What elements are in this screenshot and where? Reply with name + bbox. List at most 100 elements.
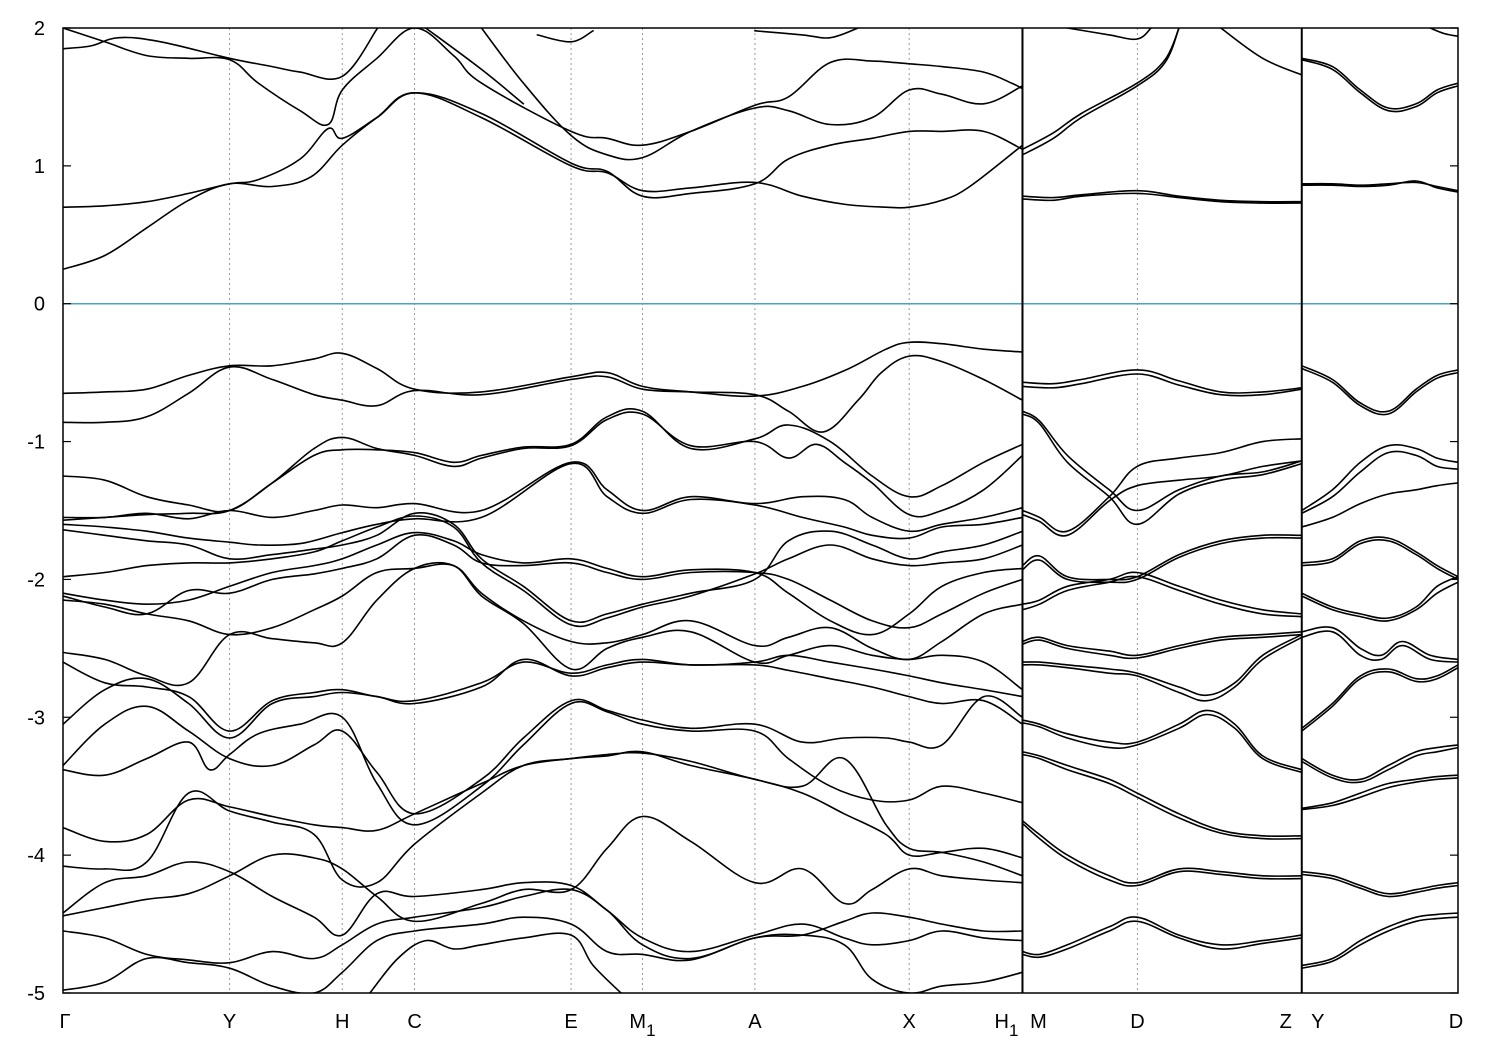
band-line	[63, 888, 1024, 964]
y-axis-ticks: -5 -4 -3 -2 -1 0 1 2	[27, 18, 1458, 1005]
band-line	[1301, 450, 1458, 515]
band-line	[63, 411, 1024, 521]
kpoint-label: A	[748, 1011, 762, 1033]
band-line	[63, 695, 1024, 815]
y-tick-label: -4	[27, 845, 45, 867]
y-tick-label: -5	[27, 983, 45, 1005]
band-line	[1021, 709, 1303, 771]
kpoint-label: D	[1449, 1011, 1463, 1033]
band-line	[1220, 28, 1303, 76]
band-line	[1066, 28, 1152, 41]
y-tick-label: -3	[27, 707, 45, 729]
kpoint-label: H	[335, 1011, 349, 1033]
band-line	[1301, 626, 1458, 661]
band-line	[480, 28, 1024, 161]
y-tick-label: -1	[27, 432, 45, 454]
band-line	[63, 92, 1024, 271]
band-line	[63, 563, 1024, 661]
band-line	[1301, 482, 1458, 528]
band-line	[1021, 460, 1303, 537]
band-line	[1021, 369, 1303, 394]
band-line	[1021, 534, 1303, 581]
band-line	[1301, 916, 1458, 969]
band-line	[1301, 744, 1458, 781]
band-line	[1021, 413, 1303, 526]
band-line	[1301, 664, 1458, 730]
band-line	[1301, 777, 1458, 811]
band-line	[1301, 57, 1458, 110]
band-line	[1301, 666, 1458, 732]
band-line	[63, 461, 1024, 533]
band-line	[1021, 192, 1303, 204]
band-line	[1021, 713, 1303, 774]
kpoint-label: M	[1030, 1011, 1047, 1033]
band-line	[1301, 774, 1458, 810]
k-point-lines	[229, 28, 1138, 993]
band-line	[536, 30, 594, 43]
plot-frame	[62, 27, 1459, 994]
kpoint-label: C	[407, 1011, 421, 1033]
band-line	[1021, 920, 1303, 959]
band-line	[1301, 581, 1458, 622]
y-tick-label: 2	[34, 18, 45, 40]
kpoint-label: E	[564, 1011, 577, 1033]
band-line	[63, 462, 1024, 547]
kpoint-label: Y	[1311, 1011, 1324, 1033]
band-line	[1429, 28, 1458, 38]
kpoint-label: Z	[1280, 1011, 1292, 1033]
band-line	[1021, 571, 1303, 615]
band-line	[369, 932, 622, 993]
band-line	[63, 515, 1024, 628]
band-line	[1021, 28, 1180, 156]
kpoint-label: H1	[995, 1011, 1019, 1040]
kpoint-label: Y	[223, 1011, 236, 1033]
band-line	[1301, 181, 1458, 192]
band-line	[63, 916, 1024, 993]
plot-area	[63, 28, 1458, 993]
band-line	[754, 28, 859, 39]
band-line	[1301, 443, 1458, 512]
band-line	[63, 658, 1024, 739]
kpoint-label: D	[1130, 1011, 1144, 1033]
band-line	[1301, 575, 1458, 620]
band-line	[63, 861, 1024, 953]
band-line	[63, 91, 1024, 208]
band-line	[1301, 746, 1458, 784]
band-line	[63, 354, 1024, 433]
band-line	[1021, 438, 1303, 533]
band-line	[63, 533, 1024, 629]
band-line	[1021, 633, 1303, 660]
band-line	[1301, 630, 1458, 663]
band-line	[1301, 536, 1458, 578]
path-discontinuities	[1021, 28, 1303, 993]
y-tick-label: 0	[34, 294, 45, 316]
band-line	[63, 408, 1024, 513]
band-line	[63, 531, 1024, 636]
band-line	[1021, 28, 1180, 151]
band-lines	[63, 28, 1458, 993]
band-line	[1021, 410, 1303, 512]
band-line	[1021, 373, 1303, 397]
band-line	[1301, 365, 1458, 413]
band-line	[63, 561, 1024, 691]
kpoint-label: M1	[629, 1011, 655, 1040]
band-line	[1301, 873, 1458, 898]
y-tick-label: 1	[34, 156, 45, 178]
band-line	[63, 28, 1024, 147]
kpoint-label: X	[903, 1011, 916, 1033]
band-line	[1021, 631, 1303, 657]
x-axis-kpoint-labels: Γ Y H C E M1 A X H1 M D Z Y D	[59, 1011, 1463, 1040]
band-line	[1301, 180, 1458, 193]
band-line	[1021, 633, 1303, 697]
band-line	[1301, 539, 1458, 581]
band-line	[1301, 58, 1458, 113]
band-line	[63, 751, 1024, 888]
band-line	[1301, 912, 1458, 967]
band-line	[1021, 189, 1303, 203]
kpoint-label: Γ	[59, 1011, 70, 1033]
band-line	[1301, 870, 1458, 895]
band-line	[1021, 751, 1303, 838]
band-line	[424, 28, 525, 105]
band-line	[63, 815, 1024, 923]
